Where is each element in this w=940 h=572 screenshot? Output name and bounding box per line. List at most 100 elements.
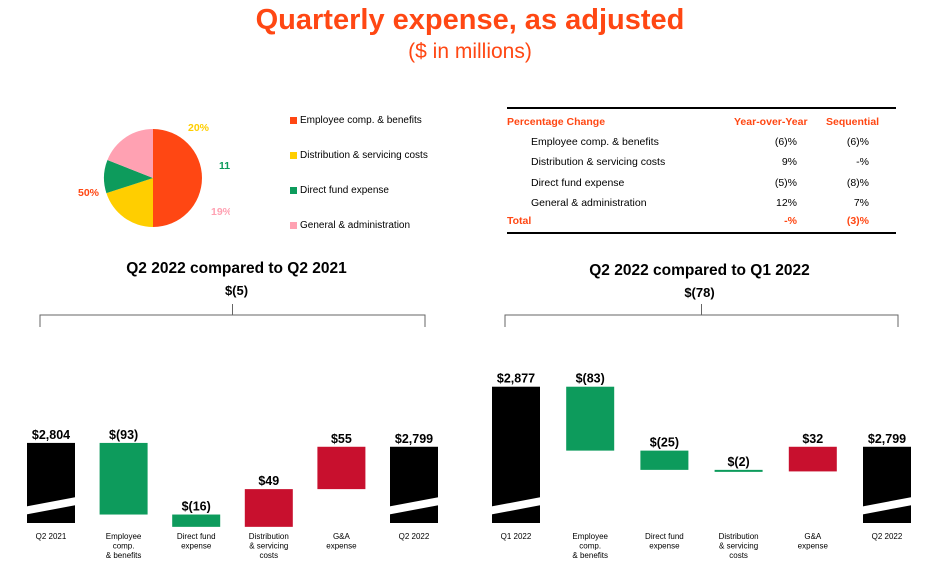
bar-value-label: $(83) bbox=[576, 372, 605, 386]
waterfall-bracket bbox=[504, 304, 899, 327]
pie-slice-label: 19% bbox=[211, 206, 230, 218]
row-seq: 7% bbox=[853, 197, 869, 209]
legend-swatch bbox=[290, 152, 297, 159]
category-label: costs bbox=[729, 551, 748, 560]
legend-swatch bbox=[290, 187, 297, 194]
category-label: expense bbox=[326, 542, 357, 551]
category-label: Employee bbox=[106, 532, 142, 541]
table-row: Direct fund expense (5)% (8)% bbox=[507, 177, 896, 193]
axis-break-marker bbox=[849, 495, 923, 517]
axis-break-marker bbox=[20, 495, 87, 516]
category-label: comp. bbox=[579, 542, 601, 551]
row-yoy: (5)% bbox=[774, 177, 797, 189]
waterfall-right-title: Q2 2022 compared to Q1 2022 bbox=[589, 262, 810, 279]
table-row: Distribution & servicing costs 9% -% bbox=[507, 156, 896, 172]
bar-value-label: $(2) bbox=[727, 455, 749, 469]
waterfall-right-subtitle: $(78) bbox=[684, 285, 715, 300]
pie-slice-distribution-servicing-costs bbox=[106, 178, 153, 227]
category-label: costs bbox=[259, 551, 278, 560]
bar-value-label: $2,799 bbox=[395, 432, 433, 446]
bar-value-label: $(93) bbox=[109, 428, 138, 442]
bar-value-label: $2,799 bbox=[868, 432, 906, 446]
category-label: comp. bbox=[113, 542, 135, 551]
row-label: Direct fund expense bbox=[531, 177, 625, 189]
bar-value-label: $(25) bbox=[650, 436, 679, 450]
legend-item: Direct fund expense bbox=[290, 185, 389, 196]
waterfall-bracket bbox=[39, 304, 426, 327]
table-header-yoy: Year-over-Year bbox=[734, 116, 808, 128]
total-seq: (3)% bbox=[846, 215, 869, 227]
category-label: Q2 2022 bbox=[399, 532, 430, 541]
row-seq: (6)% bbox=[846, 136, 869, 148]
total-label: Total bbox=[507, 215, 532, 227]
category-label: G&A bbox=[804, 532, 822, 541]
waterfall-left-title: Q2 2022 compared to Q2 2021 bbox=[126, 260, 347, 277]
decrease-bar bbox=[99, 442, 148, 515]
page-subtitle: ($ in millions) bbox=[408, 40, 532, 63]
row-yoy: 9% bbox=[781, 156, 797, 168]
row-seq: -% bbox=[856, 156, 869, 168]
category-label: expense bbox=[798, 542, 829, 551]
waterfall-left-subtitle: $(5) bbox=[224, 283, 249, 298]
axis-break-marker bbox=[376, 495, 445, 517]
category-label: & servicing bbox=[719, 542, 758, 551]
legend-swatch bbox=[290, 117, 297, 124]
row-label: General & administration bbox=[531, 197, 647, 209]
category-label: & benefits bbox=[106, 551, 142, 560]
category-label: Q2 2022 bbox=[872, 532, 903, 541]
legend-swatch bbox=[290, 222, 297, 229]
decrease-bar bbox=[640, 450, 689, 470]
table-row: Employee comp. & benefits (6)% (6)% bbox=[507, 136, 896, 152]
increase-bar bbox=[317, 446, 366, 490]
category-label: Distribution bbox=[719, 532, 759, 541]
bar-value-label: $49 bbox=[258, 474, 279, 488]
total-yoy: -% bbox=[784, 215, 797, 227]
bar-value-label: $2,804 bbox=[32, 428, 70, 442]
category-label: G&A bbox=[333, 532, 351, 541]
bar-value-label: $2,877 bbox=[497, 372, 535, 386]
category-label: Direct fund bbox=[645, 532, 684, 541]
legend-label: Distribution & servicing costs bbox=[300, 150, 428, 161]
category-label: & servicing bbox=[249, 542, 288, 551]
decrease-bar bbox=[714, 469, 763, 472]
row-label: Distribution & servicing costs bbox=[531, 156, 666, 168]
category-label: Distribution bbox=[249, 532, 289, 541]
row-label: Employee comp. & benefits bbox=[531, 136, 659, 148]
table-rule-top bbox=[507, 107, 896, 109]
bar-value-label: $(16) bbox=[182, 500, 211, 514]
legend-item: Distribution & servicing costs bbox=[290, 150, 428, 161]
legend-label: Employee comp. & benefits bbox=[300, 115, 422, 126]
legend-item: Employee comp. & benefits bbox=[290, 115, 422, 126]
table-row: General & administration 12% 7% bbox=[507, 197, 896, 213]
table-total-row: Total -% (3)% bbox=[507, 215, 896, 231]
pie-slice-general-administration bbox=[107, 129, 153, 178]
bar-value-label: $32 bbox=[802, 432, 823, 446]
legend-item: General & administration bbox=[290, 220, 410, 231]
category-label: Direct fund bbox=[177, 532, 216, 541]
category-label: Q2 2021 bbox=[36, 532, 67, 541]
table-header-label: Percentage Change bbox=[507, 116, 606, 128]
increase-bar bbox=[244, 489, 293, 527]
category-label: expense bbox=[181, 542, 212, 551]
pie-slice-label: 11% bbox=[219, 160, 230, 172]
decrease-bar bbox=[172, 514, 221, 527]
legend-label: General & administration bbox=[300, 220, 411, 231]
legend-label: Direct fund expense bbox=[300, 185, 389, 196]
pie-slice-employee-comp-benefits bbox=[153, 129, 202, 227]
row-yoy: 12% bbox=[775, 197, 797, 209]
pie-slice-direct-fund-expense bbox=[104, 159, 153, 194]
pie-slice-label: 20% bbox=[188, 122, 210, 134]
row-yoy: (6)% bbox=[774, 136, 797, 148]
category-label: Employee bbox=[572, 532, 608, 541]
table-header-sequential: Sequential bbox=[826, 116, 880, 128]
decrease-bar bbox=[566, 386, 615, 451]
category-label: Q1 2022 bbox=[501, 532, 532, 541]
axis-break-marker bbox=[485, 495, 552, 516]
page-title: Quarterly expense, as adjusted bbox=[255, 4, 685, 36]
expense-pie-chart: 50% 20% 11% 19% bbox=[78, 122, 230, 227]
row-seq: (8)% bbox=[846, 177, 869, 189]
pie-slice-label: 50% bbox=[78, 187, 100, 199]
category-label: expense bbox=[649, 542, 680, 551]
